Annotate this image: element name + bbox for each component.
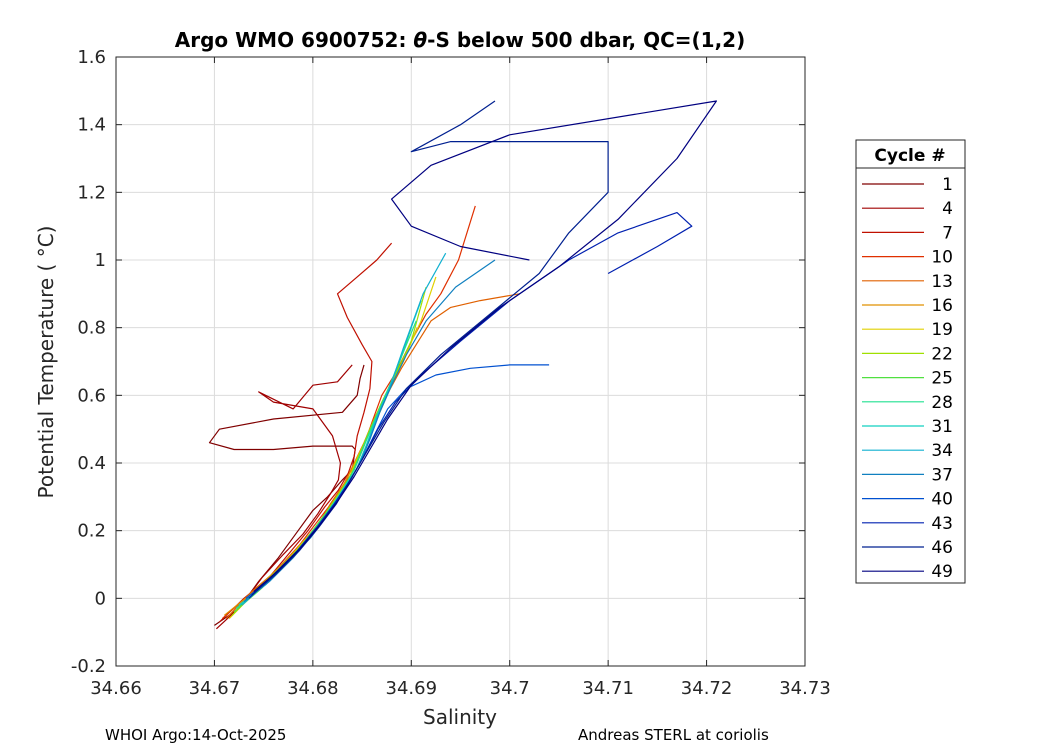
y-tick-label: 0.6 <box>77 385 106 406</box>
legend-entry: 25 <box>931 369 953 389</box>
legend-entry: 22 <box>931 344 953 364</box>
y-tick-label: 1 <box>95 250 106 271</box>
legend-entry: 7 <box>942 223 953 243</box>
x-tick-label: 34.72 <box>681 678 733 699</box>
legend-entry: 4 <box>942 199 953 219</box>
x-tick-label: 34.69 <box>386 678 438 699</box>
series-line-cycle-49 <box>253 100 718 593</box>
plot-area <box>116 57 805 666</box>
series-line-cycle-1 <box>208 364 365 626</box>
chart-title: Argo WMO 6900752: θ-S below 500 dbar, QC… <box>175 28 745 52</box>
legend-entry: 19 <box>931 320 953 340</box>
legend-entry: 37 <box>931 465 953 485</box>
legend-entry: 40 <box>931 490 953 510</box>
legend-title: Cycle # <box>874 146 945 166</box>
footer-left: WHOI Argo:14-Oct-2025 <box>105 726 286 744</box>
x-tick-label: 34.66 <box>90 678 142 699</box>
y-tick-label: 0.8 <box>77 318 106 339</box>
y-axis-label: Potential Temperature ( °C) <box>34 226 58 499</box>
y-tick-label: 0.2 <box>77 521 106 542</box>
series-line-cycle-4 <box>215 364 353 630</box>
legend-entry: 13 <box>931 272 953 292</box>
legend-entry: 1 <box>942 175 953 195</box>
legend-box <box>855 139 966 584</box>
x-tick-label: 34.73 <box>779 678 831 699</box>
legend-entry: 28 <box>931 393 953 413</box>
series-group <box>208 100 718 630</box>
ticks: 34.66 34.67 34.68 34.69 34.7 34.71 34.72 34.73 -… <box>71 47 831 699</box>
y-tick-label: 1.2 <box>77 182 106 203</box>
legend: Cycle # 1 4 7 10 13 16 19 22 25 28 31 34 37 40 43 46 49 <box>855 139 966 584</box>
y-tick-label: 0.4 <box>77 453 106 474</box>
x-tick-label: 34.68 <box>287 678 339 699</box>
x-tick-label: 34.7 <box>490 678 530 699</box>
y-tick-label: -0.2 <box>71 656 106 677</box>
legend-entry: 10 <box>931 248 953 268</box>
x-axis-label: Salinity <box>423 705 497 729</box>
footer-right: Andreas STERL at coriolis <box>578 726 769 744</box>
legend-items: 1 4 7 10 13 16 19 22 25 28 31 34 37 40 43 46 49 <box>862 175 953 582</box>
x-tick-label: 34.67 <box>189 678 241 699</box>
y-tick-label: 1.4 <box>77 115 106 136</box>
axes-box <box>115 56 806 667</box>
legend-entry: 49 <box>931 562 953 582</box>
series-line-cycle-7 <box>218 242 393 623</box>
legend-entry: 46 <box>931 538 953 558</box>
legend-entry: 43 <box>931 514 953 534</box>
legend-entry: 16 <box>931 296 953 316</box>
series-line-cycle-46 <box>251 100 609 596</box>
x-tick-label: 34.71 <box>582 678 634 699</box>
legend-entry: 34 <box>931 441 953 461</box>
y-tick-label: 0 <box>95 588 106 609</box>
y-tick-label: 1.6 <box>77 47 106 68</box>
legend-entry: 31 <box>931 417 953 437</box>
